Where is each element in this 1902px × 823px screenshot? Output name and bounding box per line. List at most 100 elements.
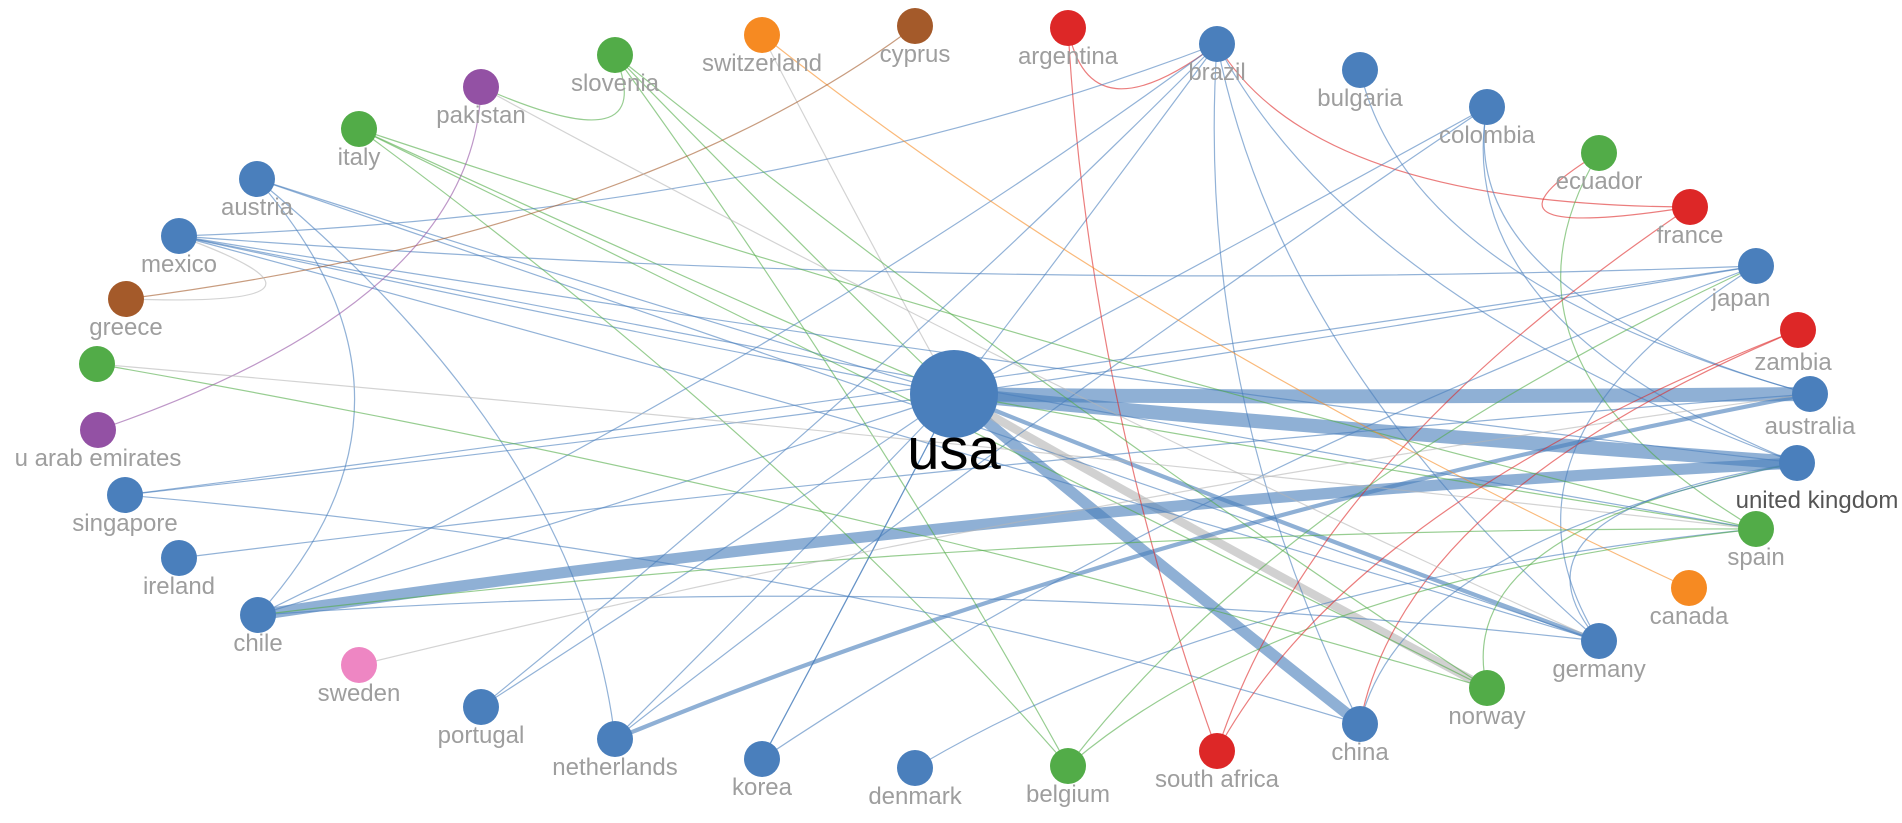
edge-chile-spain <box>257 528 1757 616</box>
node-france[interactable] <box>1672 189 1708 225</box>
node-spain[interactable] <box>1738 511 1774 547</box>
label-cyprus: cyprus <box>880 41 951 68</box>
node-norway[interactable] <box>1469 670 1505 706</box>
label-united-kingdom: united kingdom <box>1736 487 1899 514</box>
edge-usa-austria <box>256 178 955 395</box>
node-slovenia[interactable] <box>597 37 633 73</box>
node-netherlands[interactable] <box>597 721 633 757</box>
edge-germany-united-kingdom <box>1569 462 1798 642</box>
node-south-africa[interactable] <box>1199 733 1235 769</box>
node-mexico[interactable] <box>161 218 197 254</box>
edge-netherlands-usa <box>614 393 955 740</box>
label-canada: canada <box>1650 603 1729 630</box>
node-usa[interactable] <box>910 350 998 438</box>
edge-bulgaria-australia <box>1359 69 1811 395</box>
node-pakistan[interactable] <box>463 69 499 105</box>
node-germany[interactable] <box>1581 623 1617 659</box>
label-chile: chile <box>233 630 282 657</box>
label-layer: usa australia united kingdom spain canadager… <box>15 41 1899 810</box>
node-canada[interactable] <box>1671 570 1707 606</box>
node-china[interactable] <box>1342 706 1378 742</box>
label-usa: usa <box>907 417 1001 482</box>
node-korea[interactable] <box>744 741 780 777</box>
node-cyprus[interactable] <box>897 8 933 44</box>
label-switzerland: switzerland <box>702 50 822 77</box>
node-u-arab-emirates-green[interactable] <box>79 346 115 382</box>
label-singapore: singapore <box>72 510 177 537</box>
node-japan[interactable] <box>1738 248 1774 284</box>
label-zambia: zambia <box>1754 349 1832 376</box>
edge-usa-japan <box>953 265 1757 395</box>
node-portugal[interactable] <box>463 689 499 725</box>
node-ireland[interactable] <box>161 540 197 576</box>
edge-usa-chile <box>257 393 955 616</box>
label-ireland: ireland <box>143 573 215 600</box>
label-u-arab-emirates: u arab emirates <box>15 445 182 472</box>
label-germany: germany <box>1552 656 1645 683</box>
edge-denmark-spain <box>914 528 1757 769</box>
node-australia[interactable] <box>1792 376 1828 412</box>
edge-italy-spain <box>358 128 1757 530</box>
edge-belgium-spain <box>1067 528 1757 767</box>
edge-japan-korea <box>761 265 1757 760</box>
edge-colombia-united-kingdom <box>1482 106 1798 464</box>
label-italy: italy <box>338 144 381 171</box>
edge-usa-mexico <box>178 235 955 395</box>
label-korea: korea <box>732 774 793 801</box>
edge-colombia-netherlands <box>614 106 1488 740</box>
label-colombia: colombia <box>1439 122 1536 149</box>
label-denmark: denmark <box>868 783 962 810</box>
node-greece[interactable] <box>108 281 144 317</box>
label-greece: greece <box>89 314 162 341</box>
edge-japan-germany <box>1560 265 1757 642</box>
label-spain: spain <box>1727 544 1784 571</box>
edge-usa-australia <box>953 387 1811 404</box>
edge-usa-singapore <box>124 393 955 496</box>
node-sweden[interactable] <box>341 647 377 683</box>
node-denmark[interactable] <box>897 750 933 786</box>
node-switzerland[interactable] <box>744 17 780 53</box>
node-colombia[interactable] <box>1469 89 1505 125</box>
edge-slovenia-norway <box>614 54 1488 689</box>
label-portugal: portugal <box>438 722 525 749</box>
edge-mexico-united-kingdom <box>178 235 1798 464</box>
edge-usa-colombia <box>953 106 1488 395</box>
node-singapore[interactable] <box>107 477 143 513</box>
node-ecuador[interactable] <box>1581 135 1617 171</box>
edge-austria-netherlands <box>256 178 616 740</box>
node-chile[interactable] <box>240 597 276 633</box>
label-slovenia: slovenia <box>571 70 660 97</box>
node-brazil[interactable] <box>1199 26 1235 62</box>
edge-layer <box>96 25 1811 769</box>
label-australia: australia <box>1765 413 1856 440</box>
edge-zambia-china <box>1359 329 1799 725</box>
edge-portugal-brazil <box>480 43 1218 708</box>
label-norway: norway <box>1448 703 1525 730</box>
edge-brazil-united-kingdom <box>1216 43 1798 464</box>
edge-belgium-japan <box>1067 265 1757 767</box>
node-u-arab-emirates[interactable] <box>80 412 116 448</box>
edge-argentina-brazil <box>1067 27 1218 90</box>
node-italy[interactable] <box>341 111 377 147</box>
node-united-kingdom[interactable] <box>1779 445 1815 481</box>
edge-slovenia-belgium <box>614 54 1069 767</box>
edge-china-united-kingdom <box>1359 462 1798 725</box>
node-bulgaria[interactable] <box>1342 52 1378 88</box>
node-belgium[interactable] <box>1050 748 1086 784</box>
edge-usa-slovenia <box>614 54 955 395</box>
edge-mexico-germany <box>178 235 1600 642</box>
node-argentina[interactable] <box>1050 10 1086 46</box>
node-zambia[interactable] <box>1780 312 1816 348</box>
node-austria[interactable] <box>239 161 275 197</box>
edge-usa-norway <box>951 390 1489 692</box>
label-pakistan: pakistan <box>436 102 525 129</box>
edge-u-arab-emirates-green-norway <box>96 363 1488 689</box>
edge-greece-mexico <box>125 235 267 301</box>
edge-usa-portugal <box>480 393 955 708</box>
edge-netherlands-australia <box>614 391 1811 741</box>
edge-cyprus-greece <box>125 25 916 300</box>
label-bulgaria: bulgaria <box>1317 85 1403 112</box>
label-france: france <box>1657 222 1724 249</box>
edge-brazil-chile <box>257 43 1218 616</box>
